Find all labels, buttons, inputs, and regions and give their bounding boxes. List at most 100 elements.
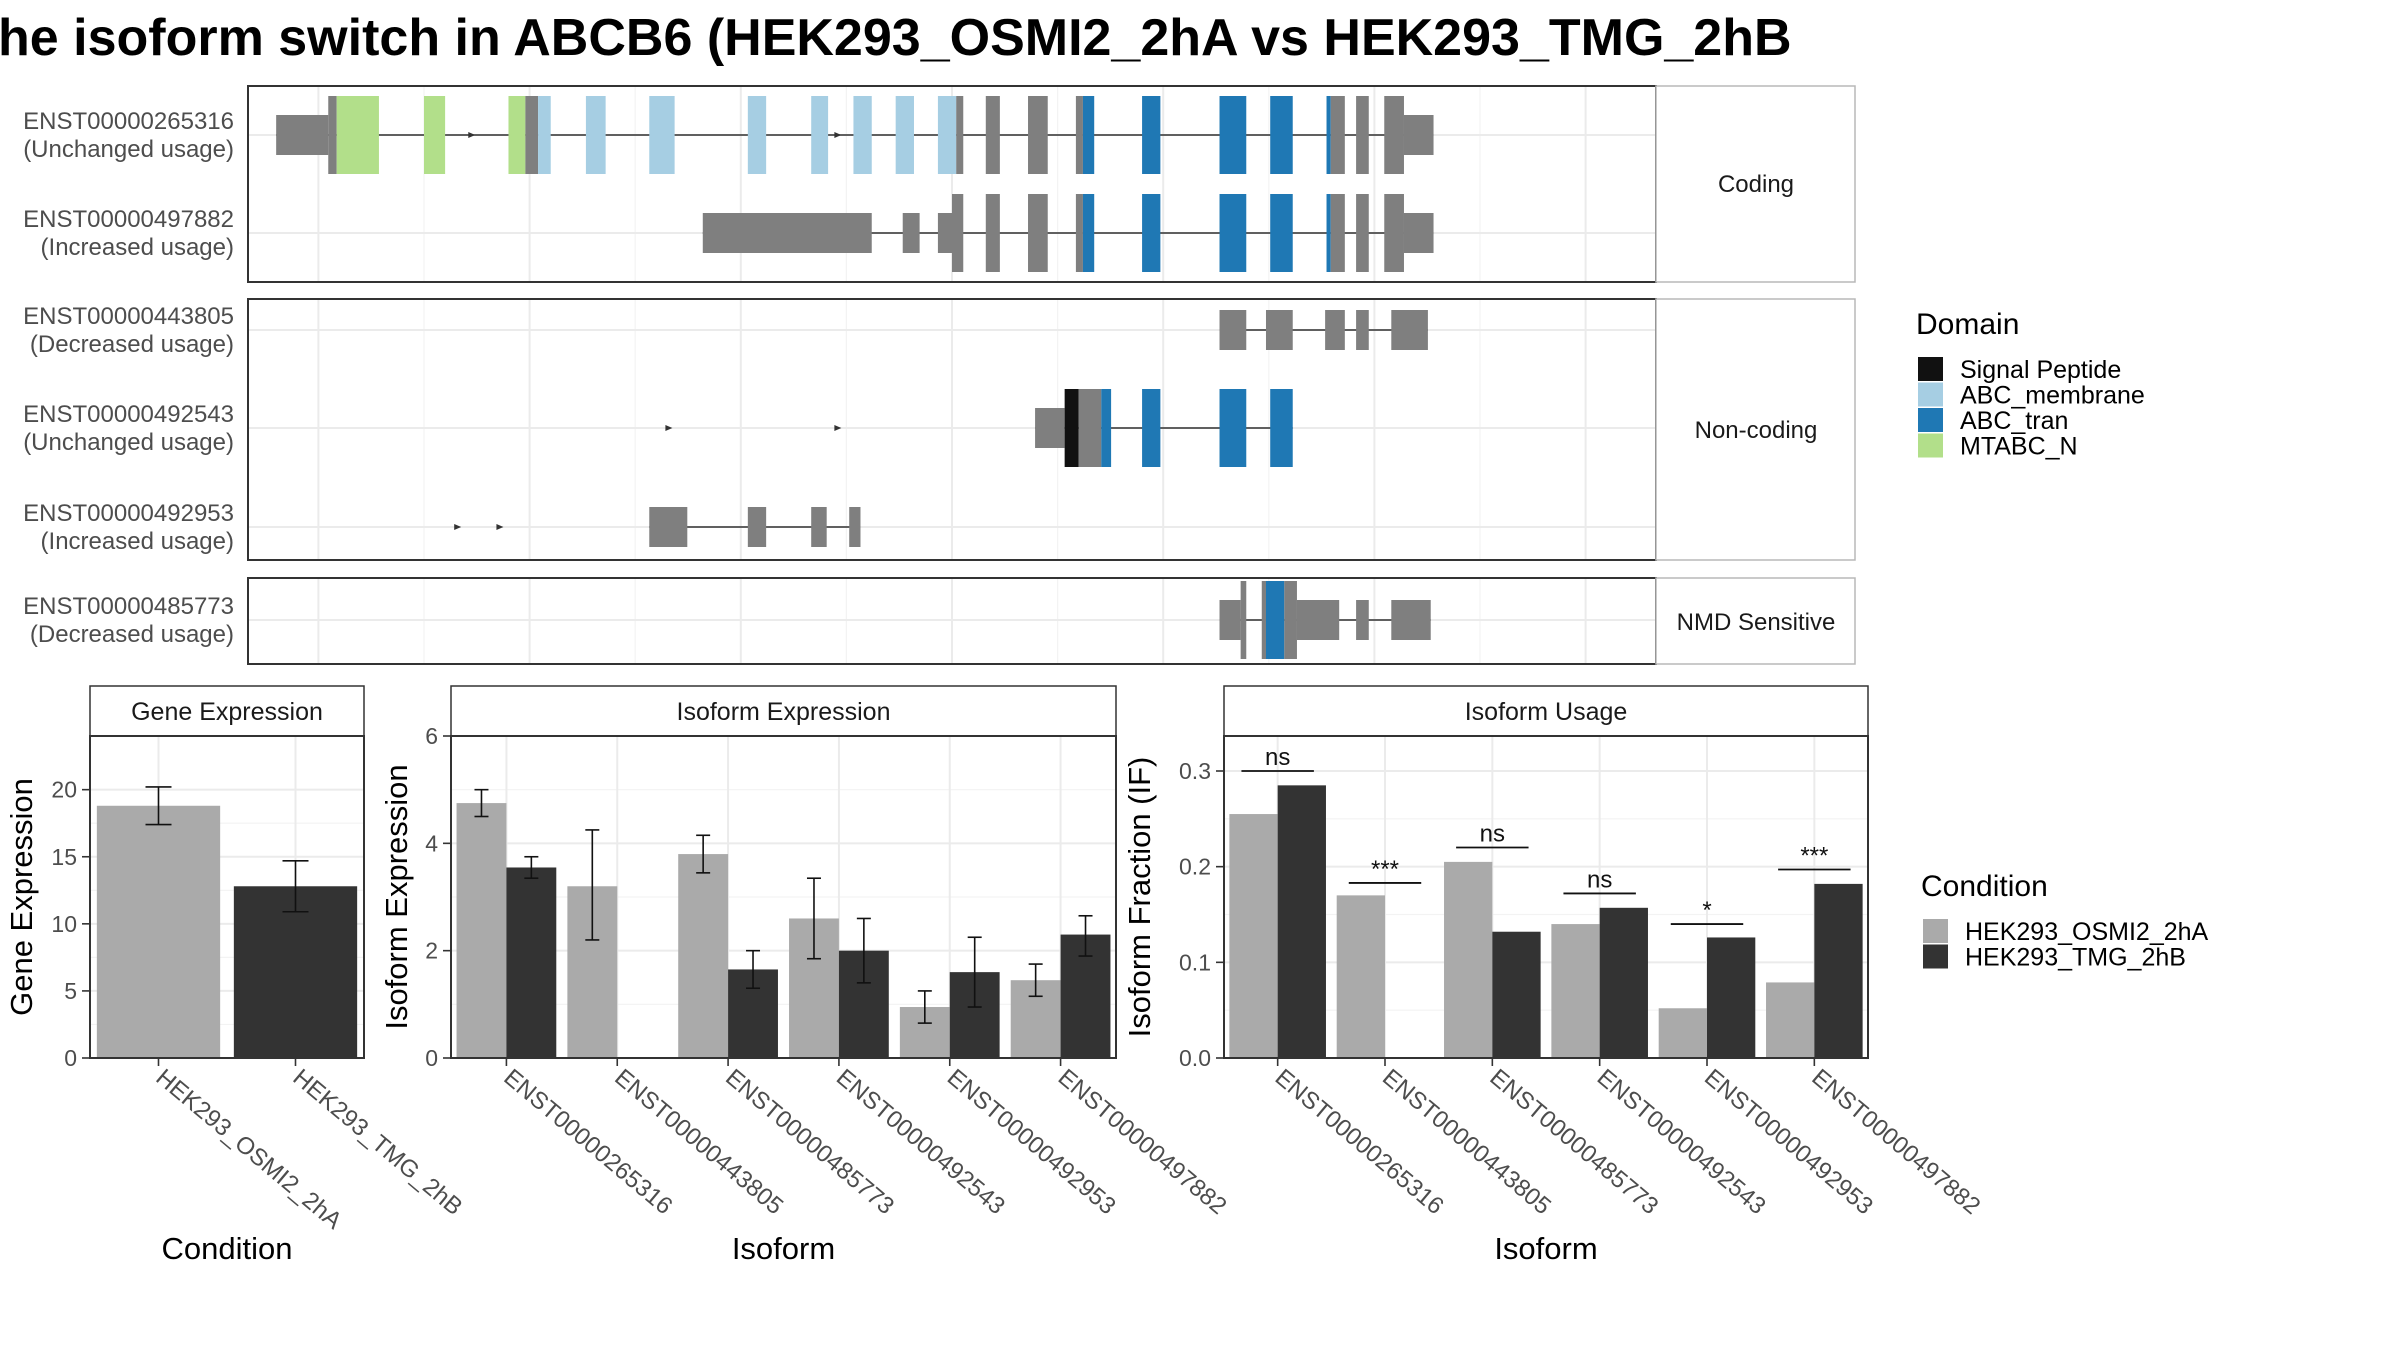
exon-abc-tran bbox=[1142, 96, 1161, 174]
direction-arrow bbox=[454, 524, 462, 530]
bar bbox=[1551, 924, 1600, 1058]
legend-label: ABC_tran bbox=[1960, 407, 2068, 435]
y-tick-label: 20 bbox=[51, 777, 77, 803]
exon bbox=[1403, 213, 1434, 253]
exon bbox=[702, 213, 872, 253]
x-axis-title: Condition bbox=[162, 1231, 293, 1266]
y-tick-label: 0.1 bbox=[1179, 949, 1211, 975]
legend-label: Signal Peptide bbox=[1960, 356, 2121, 384]
y-tick-label: 5 bbox=[64, 978, 77, 1004]
legend-swatch-cond-a bbox=[1923, 919, 1948, 943]
significance-label: ns bbox=[1265, 744, 1290, 771]
exon bbox=[1219, 310, 1247, 350]
bar bbox=[1492, 931, 1541, 1058]
exon bbox=[1219, 600, 1241, 640]
exon-abc-tran bbox=[1270, 389, 1293, 467]
transcript-id-label: ENST00000265316 bbox=[23, 108, 234, 135]
legend-label: HEK293_TMG_2hB bbox=[1965, 944, 2186, 972]
exon bbox=[1265, 310, 1293, 350]
legend-swatch-abc-membrane bbox=[1918, 382, 1943, 407]
transcript-structure bbox=[276, 96, 1434, 174]
y-tick-label: 0.3 bbox=[1179, 758, 1211, 784]
exon-mtabc-n bbox=[336, 96, 379, 174]
bar bbox=[96, 805, 221, 1058]
direction-arrow bbox=[834, 425, 842, 431]
plot-area bbox=[1224, 736, 1868, 1058]
exon bbox=[1035, 408, 1065, 448]
exon bbox=[902, 213, 920, 253]
bar bbox=[1658, 1008, 1707, 1058]
chart-title: Gene Expression bbox=[131, 698, 323, 726]
facet-label-noncoding: Non-coding bbox=[1695, 417, 1818, 444]
exon-abc-tran bbox=[1270, 96, 1293, 174]
transcript-structure bbox=[665, 389, 1293, 467]
significance-label: ns bbox=[1587, 866, 1612, 893]
exon-abc-tran bbox=[1219, 194, 1247, 272]
facet-strip-nmd: NMD Sensitive bbox=[1655, 577, 1856, 665]
exon bbox=[525, 96, 539, 174]
domain-legend: Domain Signal PeptideABC_membraneABC_tra… bbox=[1916, 308, 2145, 461]
transcript-usage-label: (Unchanged usage) bbox=[23, 136, 234, 163]
bar bbox=[1707, 937, 1756, 1058]
bar bbox=[506, 867, 557, 1058]
y-tick-label: 0.2 bbox=[1179, 854, 1211, 880]
legend-swatch-cond-b bbox=[1923, 944, 1948, 969]
exon-mtabc-n bbox=[508, 96, 526, 174]
transcript-usage-label: (Unchanged usage) bbox=[23, 429, 234, 456]
exon bbox=[1403, 115, 1434, 155]
transcript-labels: ENST00000265316(Unchanged usage)ENST0000… bbox=[23, 108, 234, 648]
y-axis-title: Isoform Fraction (IF) bbox=[1122, 757, 1157, 1038]
legend-swatch-signal-peptide bbox=[1918, 357, 1943, 381]
exon-abc-membrane bbox=[585, 96, 606, 174]
y-tick-label: 0.0 bbox=[1179, 1045, 1211, 1071]
y-axis-title: Gene Expression bbox=[4, 778, 39, 1016]
exon bbox=[985, 96, 1000, 174]
direction-arrow bbox=[496, 524, 504, 530]
exon-abc-tran bbox=[1101, 389, 1112, 467]
y-tick-label: 0 bbox=[425, 1045, 438, 1071]
y-tick-label: 10 bbox=[51, 911, 77, 937]
legend-label: HEK293_OSMI2_2hA bbox=[1965, 918, 2209, 946]
legend-label: MTABC_N bbox=[1960, 433, 2078, 461]
transcript-id-label: ENST00000485773 bbox=[23, 593, 234, 620]
transcript-usage-label: (Decreased usage) bbox=[30, 331, 234, 358]
condition-legend-title: Condition bbox=[1921, 870, 2048, 903]
exon bbox=[328, 96, 337, 174]
significance-label: *** bbox=[1371, 856, 1399, 883]
exon bbox=[985, 194, 1000, 272]
isoform-usage-chart: Isoform Usagens***nsns****0.00.10.20.3EN… bbox=[1122, 685, 1985, 1266]
plot-border bbox=[450, 735, 1117, 1059]
exon bbox=[1028, 194, 1048, 272]
transcript-id-label: ENST00000443805 bbox=[23, 303, 234, 330]
exon-abc-membrane bbox=[811, 96, 829, 174]
exon bbox=[1384, 194, 1404, 272]
exon-abc-tran bbox=[1326, 194, 1331, 272]
exon-abc-tran bbox=[1270, 194, 1293, 272]
exon bbox=[1325, 310, 1345, 350]
isoform-expression-chart: Isoform Expression0246ENST00000265316ENS… bbox=[379, 685, 1232, 1266]
y-tick-label: 15 bbox=[51, 844, 77, 870]
transcript-id-label: ENST00000492953 bbox=[23, 500, 234, 527]
exon bbox=[1356, 96, 1369, 174]
bar bbox=[233, 886, 358, 1058]
exon-signal-peptide bbox=[1064, 389, 1079, 467]
transcript-usage-label: (Decreased usage) bbox=[30, 621, 234, 648]
exon bbox=[937, 213, 952, 253]
exon-abc-membrane bbox=[649, 96, 675, 174]
facet-strip-noncoding: Non-coding bbox=[1655, 298, 1856, 561]
significance-label: *** bbox=[1800, 843, 1828, 870]
exon-abc-tran bbox=[1326, 96, 1331, 174]
plot-border bbox=[1223, 735, 1869, 1059]
exon bbox=[1391, 600, 1431, 640]
chart-strip bbox=[450, 685, 1117, 737]
exon bbox=[1240, 581, 1247, 659]
exon bbox=[1028, 96, 1048, 174]
exon-mtabc-n bbox=[424, 96, 446, 174]
exon bbox=[747, 507, 767, 547]
exon bbox=[811, 507, 827, 547]
significance-label: * bbox=[1702, 897, 1711, 924]
exon bbox=[1330, 194, 1345, 272]
y-tick-label: 6 bbox=[425, 723, 438, 749]
facet-strip-coding: Coding bbox=[1655, 85, 1856, 283]
